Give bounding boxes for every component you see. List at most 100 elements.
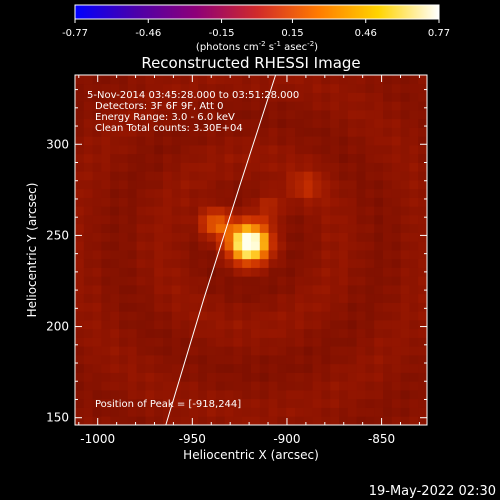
heatmap-cell [295, 250, 305, 260]
heatmap-cell [171, 180, 181, 190]
heatmap-cell [154, 232, 164, 242]
heatmap-cell [365, 267, 375, 277]
heatmap-cell [303, 145, 313, 155]
heatmap-cell [101, 127, 111, 137]
heatmap-cell [215, 206, 225, 216]
heatmap-cell [391, 267, 401, 277]
colorbar-tick-label: -0.15 [209, 28, 235, 39]
heatmap-cell [409, 293, 419, 303]
colorbar-unit-label: (photons cm-2 s-1 asec-2) [196, 40, 318, 53]
heatmap-cell [295, 381, 305, 391]
heatmap-cell [224, 390, 234, 400]
heatmap-cell [418, 83, 427, 93]
heatmap-cell [136, 372, 146, 382]
heatmap-cell [295, 328, 305, 338]
heatmap-cell [295, 127, 305, 137]
heatmap-cell [295, 83, 305, 93]
heatmap-cell [198, 346, 208, 356]
heatmap-cell [198, 75, 208, 85]
heatmap-cell [189, 416, 199, 425]
heatmap-cell [251, 398, 261, 408]
heatmap-cell [145, 232, 155, 242]
heatmap-cell [119, 75, 129, 85]
heatmap-cell [418, 267, 427, 277]
heatmap-cell [374, 276, 384, 286]
heatmap-cell [101, 75, 111, 85]
info-line: Energy Range: 3.0 - 6.0 keV [95, 112, 235, 123]
heatmap-cell [277, 372, 287, 382]
heatmap-cell [242, 337, 252, 347]
heatmap-cell [110, 83, 120, 93]
heatmap-cell [251, 83, 261, 93]
heatmap-cell [198, 153, 208, 163]
heatmap-cell [83, 197, 93, 207]
heatmap-cell [303, 355, 313, 365]
heatmap-cell [233, 311, 243, 321]
heatmap-cell [295, 416, 305, 425]
heatmap-cell [207, 127, 217, 137]
heatmap-cell [224, 328, 234, 338]
heatmap-cell [347, 407, 357, 417]
y-axis-label: Heliocentric Y (arcsec) [25, 183, 39, 318]
heatmap-cell [330, 390, 340, 400]
heatmap-cell [145, 381, 155, 391]
heatmap-cell [383, 197, 393, 207]
heatmap-cell [365, 328, 375, 338]
heatmap-cell [224, 337, 234, 347]
heatmap-cell [224, 320, 234, 330]
heatmap-cell [286, 118, 296, 128]
heatmap-cell [251, 92, 261, 102]
heatmap-cell [215, 110, 225, 120]
heatmap-cell [286, 232, 296, 242]
heatmap-cell [374, 320, 384, 330]
heatmap-cell [347, 215, 357, 225]
heatmap-cell [242, 215, 252, 225]
heatmap-cell [365, 276, 375, 286]
heatmap-cell [400, 101, 410, 111]
heatmap-cell [242, 267, 252, 277]
heatmap-cell [215, 250, 225, 260]
heatmap-cell [295, 206, 305, 216]
heatmap-cell [145, 75, 155, 85]
heatmap-cell [145, 258, 155, 268]
heatmap-cell [409, 145, 419, 155]
heatmap-cell [374, 188, 384, 198]
heatmap-cell [110, 101, 120, 111]
heatmap-cell [119, 267, 129, 277]
heatmap-cell [400, 407, 410, 417]
heatmap-cell [277, 180, 287, 190]
heatmap-cell [145, 118, 155, 128]
heatmap-cell [259, 232, 269, 242]
heatmap-cell [330, 232, 340, 242]
heatmap-cell [303, 328, 313, 338]
heatmap-cell [277, 127, 287, 137]
heatmap-cell [268, 118, 278, 128]
heatmap-cell [83, 250, 93, 260]
heatmap-cell [321, 285, 331, 295]
heatmap-cell [242, 223, 252, 233]
heatmap-cell [136, 276, 146, 286]
heatmap-cell [418, 75, 427, 85]
heatmap-cell [312, 320, 322, 330]
heatmap-cell [145, 197, 155, 207]
heatmap-cell [171, 407, 181, 417]
heatmap-cell [286, 145, 296, 155]
heatmap-cell [171, 92, 181, 102]
heatmap-cell [119, 293, 129, 303]
heatmap-cell [163, 293, 173, 303]
heatmap-cell [409, 363, 419, 373]
heatmap-cell [83, 206, 93, 216]
heatmap-cell [347, 276, 357, 286]
heatmap-cell [180, 215, 190, 225]
heatmap-cell [286, 197, 296, 207]
heatmap-cell [180, 110, 190, 120]
heatmap-cell [136, 215, 146, 225]
heatmap-cell [198, 398, 208, 408]
heatmap-cell [268, 83, 278, 93]
heatmap-cell [330, 302, 340, 312]
heatmap-cell [92, 145, 102, 155]
heatmap-cell [268, 337, 278, 347]
heatmap-cell [277, 302, 287, 312]
heatmap-cell [189, 223, 199, 233]
heatmap-cell [277, 390, 287, 400]
